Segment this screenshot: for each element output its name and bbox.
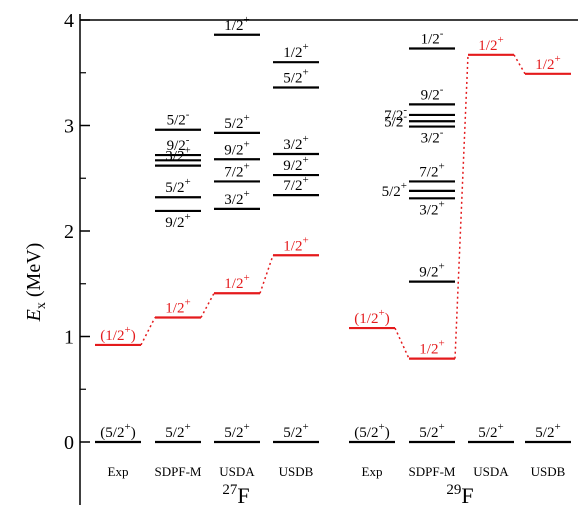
level-label: 1/2-	[421, 27, 444, 47]
column-label: USDA	[473, 464, 509, 479]
level-label: 5/2+	[419, 421, 444, 441]
level-label: 5/2+	[478, 421, 503, 441]
level-label: 1/2+	[224, 272, 249, 292]
column-label: USDA	[219, 464, 255, 479]
y-tick-label: 2	[64, 221, 74, 243]
connector-line	[259, 255, 274, 294]
label-layer: Exp (5/2+) (1/2+) SDPF-M 5/2+ 1/2+ 9/2+ 5/2+ 3/2…	[100, 14, 565, 508]
level-label: (5/2+)	[100, 421, 135, 441]
level-label: 5/2+	[283, 67, 308, 87]
column-label: SDPF-M	[409, 464, 456, 479]
level-label: 5/2+	[165, 176, 190, 196]
level-label: 7/2+	[419, 160, 444, 180]
level-label: 5/2+	[535, 421, 560, 441]
axis-layer: 0 1 2 3 4	[64, 10, 578, 505]
level-label: 5/2-	[167, 109, 190, 129]
connector-line	[454, 54, 469, 359]
level-label: (1/2+)	[100, 324, 135, 344]
level-label: (5/2+)	[354, 421, 389, 441]
column-label: Exp	[108, 464, 129, 479]
level-label: 1/2+	[165, 297, 190, 317]
level-label: (1/2+)	[354, 307, 389, 327]
level-label: 1/2+	[224, 14, 249, 34]
level-label: 9/2-	[167, 134, 190, 154]
level-label: 7/2+	[283, 174, 308, 194]
level-layer	[95, 33, 571, 444]
level-label: 3/2-	[421, 127, 444, 147]
level-label: 3/2+	[165, 145, 190, 165]
connector-line	[200, 292, 215, 318]
level-label: 1/2+	[283, 41, 308, 61]
level-label: 1/2+	[478, 34, 503, 54]
level-label: 9/2+	[283, 154, 308, 174]
connector-line	[140, 317, 156, 346]
connector-line	[513, 54, 526, 75]
y-axis-label: Ex (MeV)	[23, 243, 49, 323]
level-label: 7/2-	[384, 104, 407, 124]
connector-layer	[140, 54, 526, 359]
y-tick-label: 0	[64, 432, 74, 454]
level-label: 1/2+	[419, 338, 444, 358]
level-label: 7/2+	[224, 160, 249, 180]
column-label: USDB	[531, 464, 566, 479]
level-label: 5/2-	[384, 110, 407, 130]
connector-line	[394, 327, 410, 359]
column-label: USDB	[279, 464, 314, 479]
y-tick-label: 3	[64, 116, 74, 138]
level-label: 3/2+	[419, 198, 444, 218]
level-label: 5/2+	[382, 180, 407, 200]
level-label: 9/2+	[165, 211, 190, 231]
level-label: 9/2+	[224, 138, 249, 158]
level-label: 5/2+	[224, 421, 249, 441]
level-label: 5/2+	[165, 421, 190, 441]
level-label: 3/2+	[224, 188, 249, 208]
level-label: 3/2+	[283, 133, 308, 153]
level-label: 1/2+	[535, 53, 560, 73]
column-label: Exp	[362, 464, 383, 479]
level-label: 5/2+	[224, 112, 249, 132]
level-label: 1/2+	[283, 234, 308, 254]
level-label: 9/2-	[421, 83, 444, 103]
nucleus-label: 29F	[446, 482, 473, 508]
y-tick-label: 4	[64, 10, 74, 32]
nucleus-label: 27F	[222, 482, 249, 508]
column-label: SDPF-M	[155, 464, 202, 479]
level-label: 9/2+	[419, 261, 444, 281]
level-label: 5/2+	[283, 421, 308, 441]
y-tick-label: 1	[64, 327, 74, 349]
